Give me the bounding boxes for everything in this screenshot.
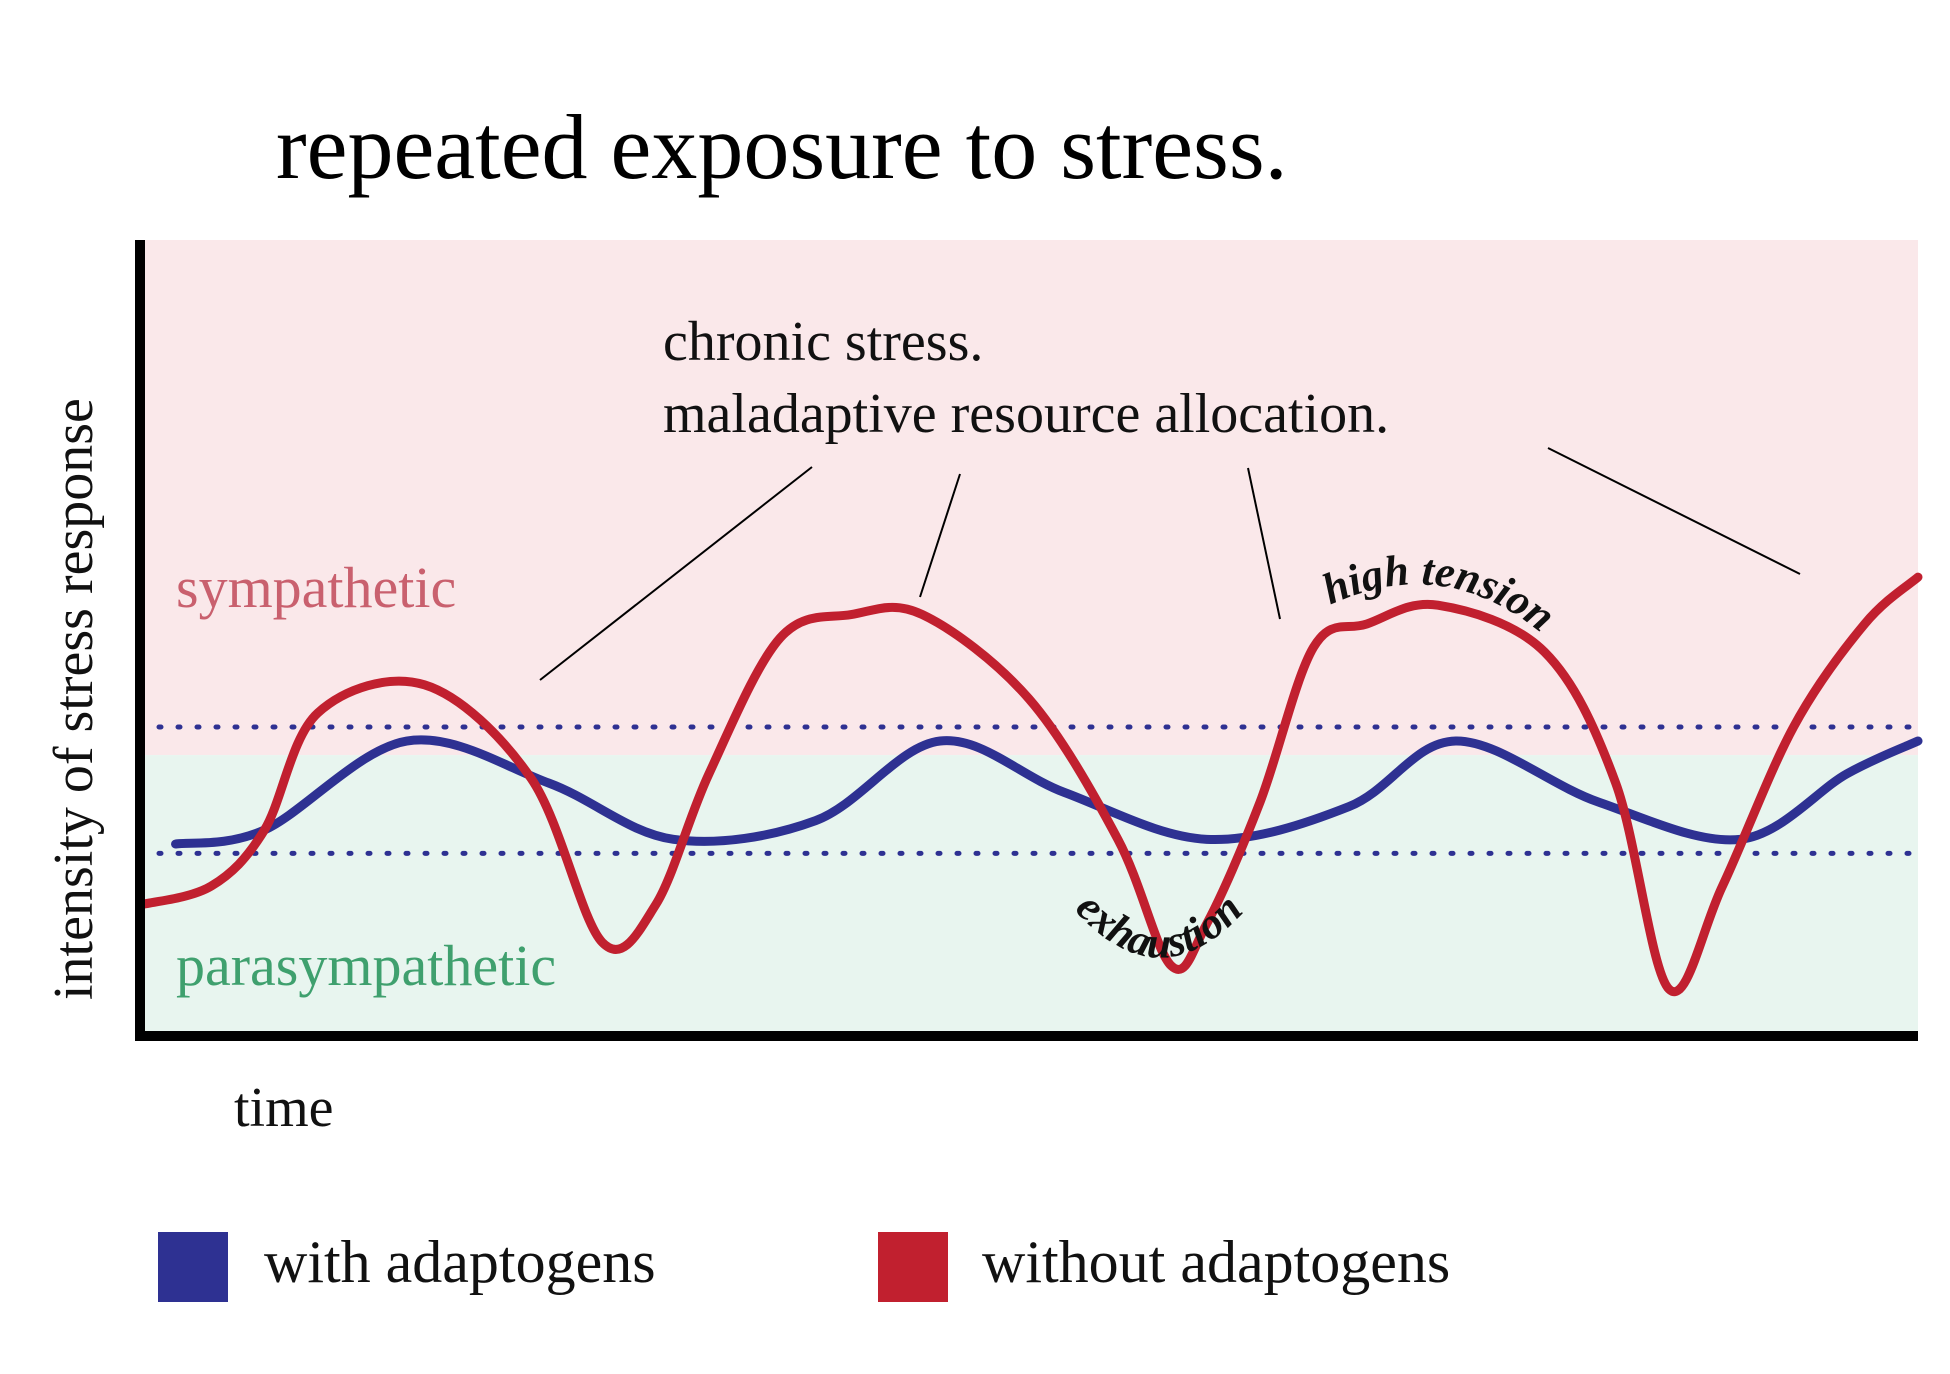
callout-line-1: chronic stress. (663, 311, 983, 373)
callout-leader-1 (539, 466, 813, 681)
callout-leader-3 (1247, 467, 1281, 620)
series-line-without-adaptogens (135, 572, 1923, 997)
sympathetic-label: sympathetic (176, 555, 456, 620)
legend-label-without-adaptogens: without adaptogens (982, 1229, 1450, 1295)
legend-swatch-with-adaptogens (158, 1232, 228, 1302)
x-axis-label: time (234, 1077, 334, 1139)
legend-swatch-without-adaptogens (878, 1232, 948, 1302)
sympathetic-zone (140, 240, 1918, 756)
chart-title: repeated exposure to stress. (276, 96, 1288, 198)
callout-line-2: maladaptive resource allocation. (663, 383, 1389, 445)
y-axis-label: intensity of stress response (43, 398, 105, 1000)
legend: with adaptogens without adaptogens (158, 1229, 1450, 1302)
callout-leader-2 (919, 473, 961, 598)
callout-leader-4 (1547, 447, 1801, 575)
parasympathetic-label: parasympathetic (176, 933, 556, 998)
legend-label-with-adaptogens: with adaptogens (264, 1229, 656, 1295)
series-line-with-adaptogens (171, 735, 1923, 849)
